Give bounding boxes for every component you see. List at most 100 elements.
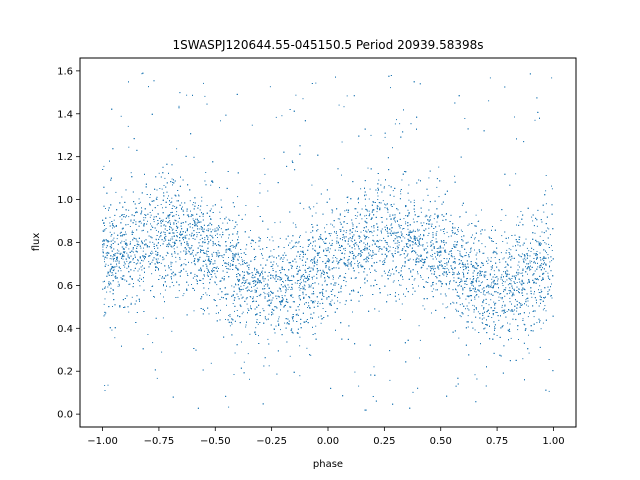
data-point (172, 184, 173, 186)
data-point (354, 248, 356, 250)
data-point (394, 123, 396, 125)
data-point (470, 250, 472, 252)
data-point (386, 224, 388, 226)
data-point (378, 179, 380, 181)
data-point (267, 279, 269, 281)
data-point (219, 218, 221, 220)
data-point (268, 304, 270, 306)
data-point (172, 238, 174, 240)
data-point (143, 217, 145, 219)
data-point (215, 234, 216, 236)
data-point (228, 262, 230, 264)
data-point (405, 221, 407, 223)
data-point (220, 309, 221, 311)
data-point (279, 276, 280, 278)
data-point (211, 274, 212, 275)
data-point (201, 196, 203, 198)
data-point (344, 210, 346, 212)
data-point (196, 232, 198, 233)
data-point (449, 251, 451, 253)
data-point (357, 211, 359, 213)
data-point (363, 258, 365, 260)
data-point (516, 282, 518, 283)
data-point (481, 209, 482, 211)
data-point (107, 286, 109, 288)
data-point (175, 256, 177, 258)
data-point (176, 240, 178, 241)
data-point (292, 301, 294, 303)
data-point (538, 289, 539, 291)
data-point (367, 167, 369, 169)
data-point (440, 240, 442, 241)
data-point (104, 286, 106, 288)
data-point (404, 262, 406, 264)
data-point (438, 260, 440, 262)
data-point (494, 283, 496, 285)
data-point (420, 244, 422, 246)
data-point (332, 278, 334, 280)
data-point (176, 232, 178, 233)
data-point (247, 353, 249, 355)
data-point (510, 337, 512, 339)
data-point (104, 258, 105, 260)
data-point (530, 251, 532, 252)
data-point (156, 224, 158, 226)
data-point (314, 300, 316, 302)
data-point (402, 228, 404, 230)
data-point (339, 214, 341, 216)
data-point (249, 273, 251, 274)
data-point (122, 258, 124, 260)
data-point (438, 268, 440, 270)
data-point (194, 273, 196, 275)
data-point (377, 199, 379, 200)
data-point (106, 291, 108, 293)
data-point (533, 249, 535, 251)
data-point (279, 221, 281, 223)
data-point (113, 260, 115, 262)
data-point (274, 222, 276, 224)
data-point (263, 158, 265, 160)
data-point (400, 284, 402, 286)
data-point (319, 292, 320, 294)
data-point (437, 266, 439, 268)
data-point (163, 224, 165, 226)
data-point (341, 141, 343, 143)
data-point (105, 256, 107, 258)
data-point (512, 245, 514, 247)
data-point (180, 271, 181, 273)
data-point (451, 253, 453, 255)
data-point (152, 209, 153, 211)
data-point (103, 239, 105, 241)
data-point (496, 335, 498, 336)
data-point (467, 241, 469, 243)
data-point (224, 262, 226, 264)
data-point (478, 290, 480, 292)
data-point (524, 258, 526, 260)
data-point (199, 239, 201, 241)
data-point (515, 319, 517, 321)
data-point (116, 238, 118, 240)
data-point (143, 256, 145, 258)
data-point (520, 272, 522, 274)
data-point (431, 290, 433, 292)
data-point (524, 256, 526, 258)
data-point (232, 254, 234, 256)
data-point (125, 246, 127, 248)
data-point (346, 230, 348, 232)
data-point (298, 309, 300, 311)
data-point (240, 253, 242, 254)
data-point (210, 208, 212, 210)
data-point (323, 271, 325, 273)
data-point (393, 203, 395, 205)
data-point (145, 244, 147, 246)
data-point (186, 273, 188, 275)
data-point (299, 336, 301, 338)
data-point (502, 281, 504, 282)
data-point (401, 303, 403, 305)
data-point (338, 104, 340, 106)
data-point (140, 212, 142, 214)
data-point (531, 296, 533, 298)
data-point (525, 259, 527, 261)
data-point (145, 217, 147, 219)
data-point (209, 263, 211, 265)
